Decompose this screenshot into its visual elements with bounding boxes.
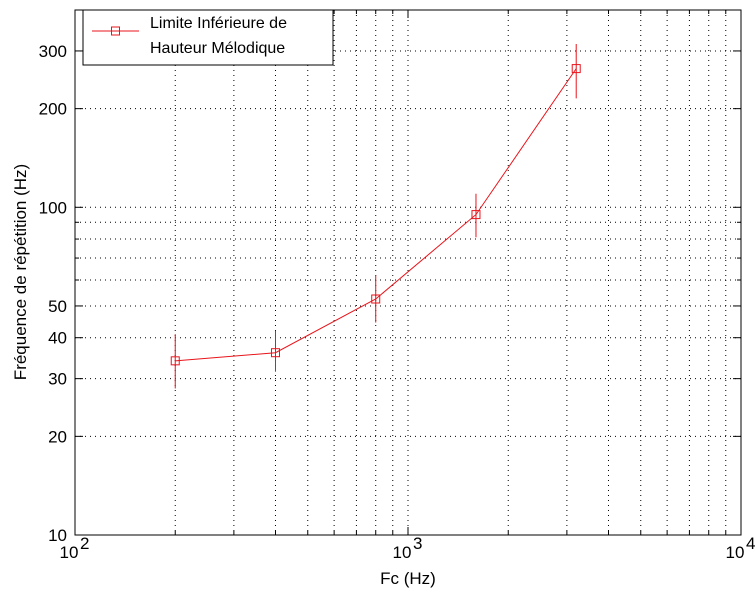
x-tick-label-exponent: 4 (746, 534, 755, 553)
x-tick-label: 10 (726, 543, 745, 562)
x-tick-label: 10 (60, 543, 79, 562)
data-point-marker (371, 294, 381, 304)
y-tick-label: 50 (48, 297, 67, 316)
plot-area-frame (74, 9, 742, 536)
data-point-marker (270, 348, 280, 358)
legend: Limite Inférieure de Hauteur Mélodique (82, 9, 334, 66)
data-point-marker (571, 64, 581, 74)
data-series (170, 43, 581, 389)
legend-label-line-2: Hauteur Mélodique (150, 40, 285, 57)
x-tick-label-exponent: 2 (80, 534, 89, 553)
y-tick-label: 40 (48, 329, 67, 348)
data-point-marker (170, 356, 180, 366)
x-tick-label: 10 (393, 543, 412, 562)
x-axis-label: Fc (Hz) (380, 569, 436, 588)
y-tick-label: 20 (48, 427, 67, 446)
legend-box (82, 9, 334, 66)
axis-ticks (74, 9, 742, 536)
y-tick-label: 100 (39, 198, 67, 217)
y-tick-label: 300 (39, 42, 67, 61)
legend-marker-sample (111, 26, 120, 36)
legend-label-line-1: Limite Inférieure de (150, 15, 287, 32)
grid (75, 10, 741, 535)
y-tick-label: 10 (48, 526, 67, 545)
y-axis-label: Fréquence de répétition (Hz) (11, 164, 30, 380)
x-tick-label-exponent: 3 (413, 534, 422, 553)
y-tick-label: 30 (48, 370, 67, 389)
data-point-marker (471, 210, 481, 220)
y-tick-label: 200 (39, 100, 67, 119)
